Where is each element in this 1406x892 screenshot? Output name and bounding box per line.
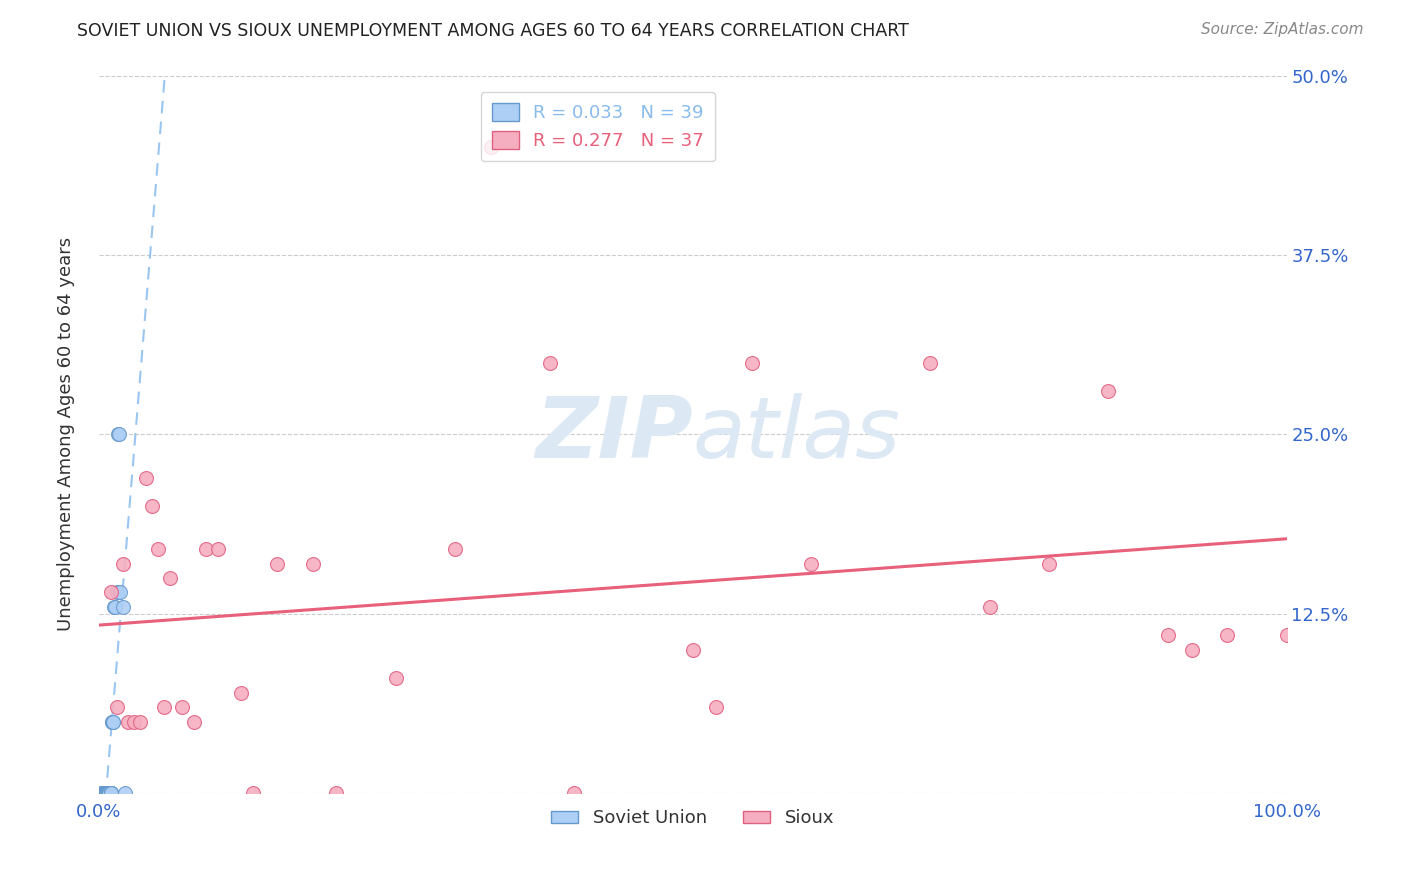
Point [124, 714, 146, 729]
Point [105, 585, 128, 599]
Point [100, 786, 122, 800]
Text: atlas: atlas [693, 393, 901, 476]
Point [97, 786, 120, 800]
Point [94, 786, 117, 800]
Point [104, 599, 127, 614]
Point [141, 500, 163, 514]
Point [183, 714, 205, 729]
Point [101, 714, 124, 729]
Point [100, 786, 122, 800]
Point [1275, 628, 1298, 642]
Point [231, 686, 253, 700]
Point [111, 557, 134, 571]
Point [105, 700, 128, 714]
Point [94, 786, 117, 800]
Point [135, 470, 157, 484]
Point [1216, 628, 1239, 642]
Point [111, 599, 134, 614]
Point [108, 427, 131, 442]
Point [98, 786, 121, 800]
Point [800, 557, 823, 571]
Point [107, 427, 129, 442]
Point [93, 786, 115, 800]
Point [920, 356, 942, 370]
Point [562, 786, 585, 800]
Point [98, 786, 121, 800]
Point [97, 786, 120, 800]
Point [170, 700, 193, 714]
Point [301, 557, 323, 571]
Point [97, 786, 120, 800]
Point [266, 557, 288, 571]
Point [100, 786, 122, 800]
Point [93, 786, 115, 800]
Point [98, 786, 121, 800]
Point [1157, 628, 1180, 642]
Point [98, 786, 121, 800]
Point [979, 599, 1001, 614]
Point [538, 356, 561, 370]
Point [93, 786, 115, 800]
Point [148, 542, 170, 557]
Point [1038, 557, 1060, 571]
Point [706, 700, 728, 714]
Point [91, 786, 114, 800]
Point [207, 542, 229, 557]
Point [94, 786, 117, 800]
Point [114, 786, 136, 800]
Point [96, 786, 118, 800]
Point [100, 786, 122, 800]
Point [1180, 642, 1202, 657]
Point [479, 140, 502, 154]
Point [384, 672, 406, 686]
Text: Source: ZipAtlas.com: Source: ZipAtlas.com [1201, 22, 1364, 37]
Point [101, 714, 124, 729]
Point [741, 356, 763, 370]
Point [96, 786, 118, 800]
Point [90, 786, 112, 800]
Point [101, 714, 124, 729]
Y-axis label: Unemployment Among Ages 60 to 64 years: Unemployment Among Ages 60 to 64 years [58, 237, 75, 632]
Point [93, 786, 115, 800]
Point [129, 714, 152, 729]
Point [242, 786, 264, 800]
Point [100, 585, 122, 599]
Point [93, 786, 115, 800]
Point [101, 714, 124, 729]
Point [153, 700, 176, 714]
Point [117, 714, 139, 729]
Text: SOVIET UNION VS SIOUX UNEMPLOYMENT AMONG AGES 60 TO 64 YEARS CORRELATION CHART: SOVIET UNION VS SIOUX UNEMPLOYMENT AMONG… [77, 22, 910, 40]
Point [1097, 384, 1119, 399]
Point [96, 786, 118, 800]
Point [97, 786, 120, 800]
Legend: Soviet Union, Sioux: Soviet Union, Sioux [544, 802, 841, 835]
Point [103, 599, 125, 614]
Point [194, 542, 217, 557]
Point [108, 585, 131, 599]
Point [100, 786, 122, 800]
Point [444, 542, 467, 557]
Point [325, 786, 347, 800]
Point [682, 642, 704, 657]
Text: ZIP: ZIP [536, 393, 693, 476]
Point [159, 571, 181, 585]
Point [96, 786, 118, 800]
